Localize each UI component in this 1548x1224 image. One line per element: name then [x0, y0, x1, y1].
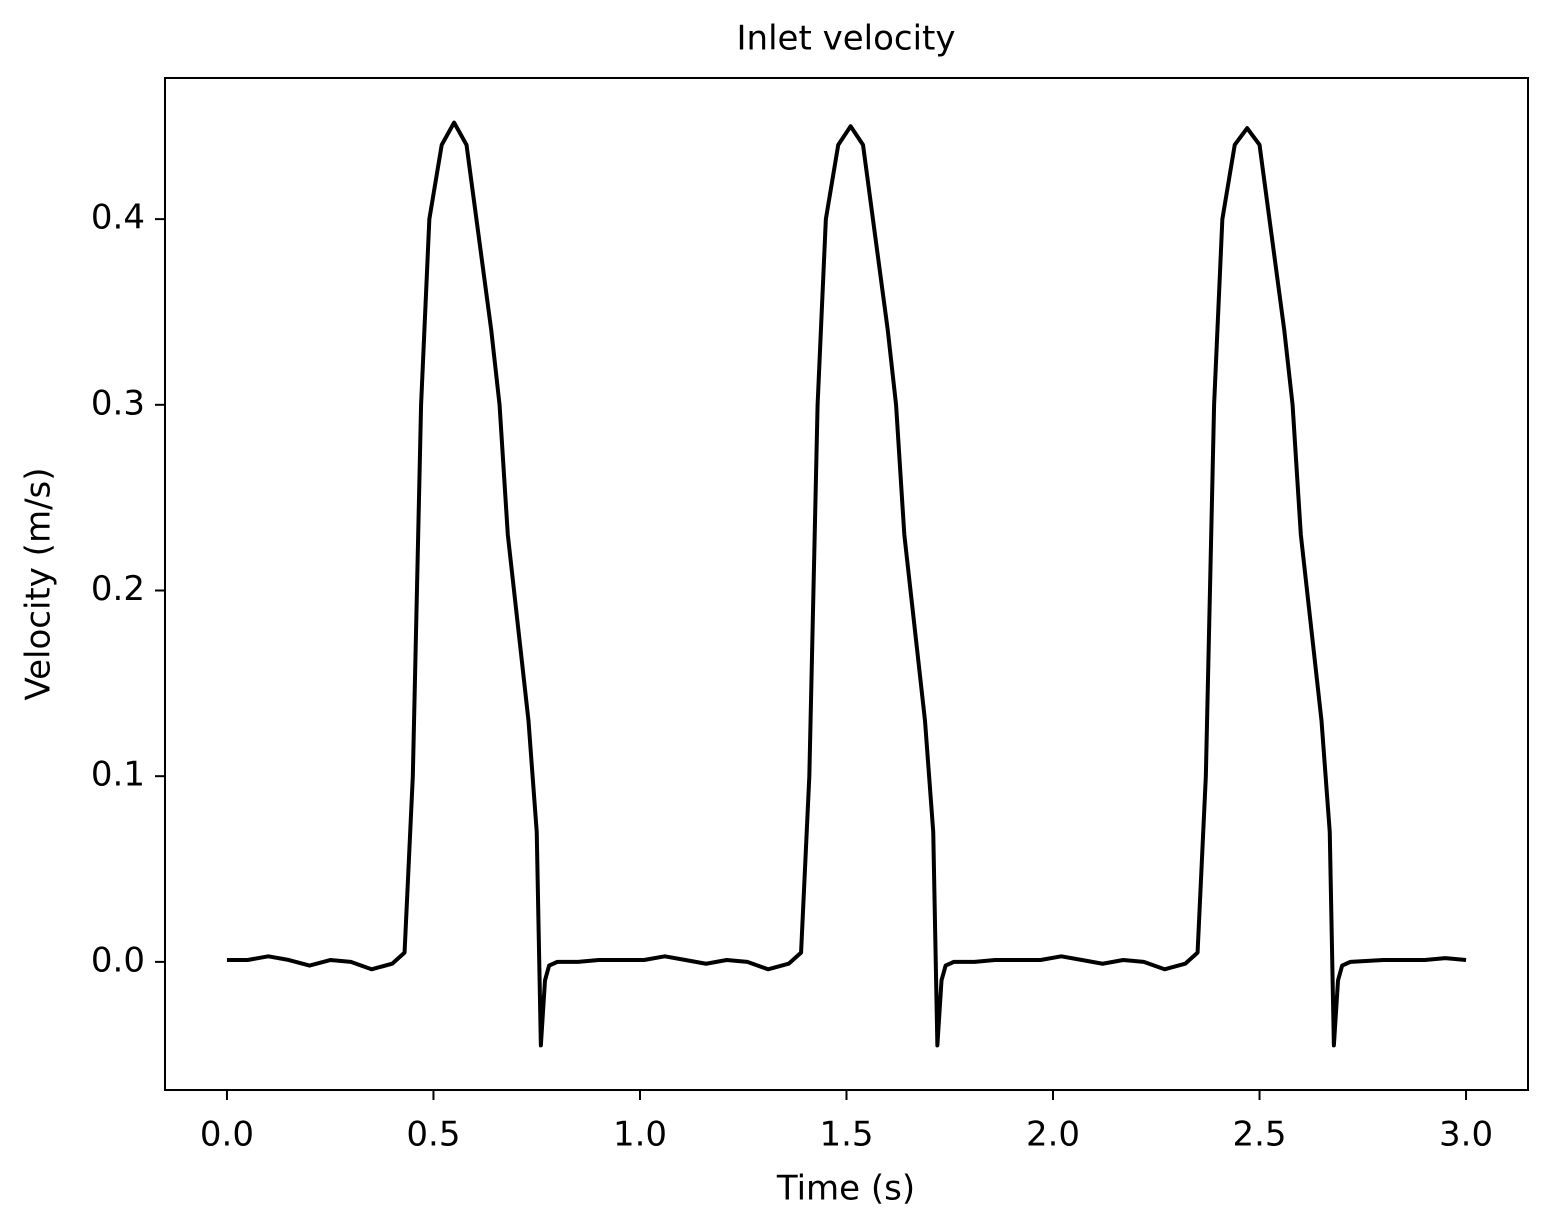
- x-tick-label: 2.5: [1232, 1115, 1286, 1155]
- y-tick-label: 0.4: [91, 198, 145, 238]
- x-tick-label: 3.0: [1439, 1115, 1493, 1155]
- y-tick-label: 0.1: [91, 755, 145, 795]
- y-tick-label: 0.2: [91, 569, 145, 609]
- x-tick-label: 1.5: [819, 1115, 873, 1155]
- x-tick-label: 0.5: [406, 1115, 460, 1155]
- y-tick-label: 0.0: [91, 940, 145, 980]
- y-axis-label: Velocity (m/s): [19, 467, 59, 700]
- chart-title: Inlet velocity: [737, 19, 956, 59]
- x-tick-label: 2.0: [1026, 1115, 1080, 1155]
- plot-frame: [164, 77, 1529, 1091]
- x-axis-label: Time (s): [776, 1169, 915, 1209]
- y-tick-label: 0.3: [91, 383, 145, 423]
- x-tick-label: 0.0: [200, 1115, 254, 1155]
- x-tick-label: 1.0: [613, 1115, 667, 1155]
- data-line: [226, 120, 1467, 1048]
